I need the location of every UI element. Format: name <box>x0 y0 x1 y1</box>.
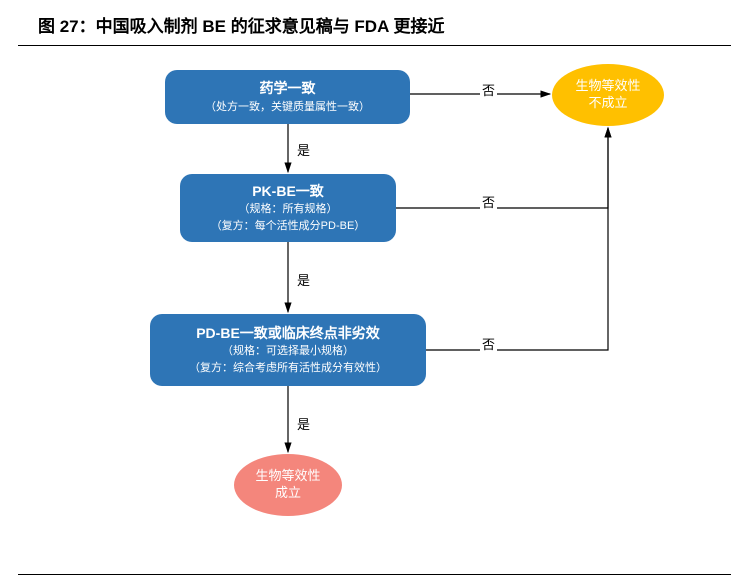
node-pass-line1: 生物等效性 <box>255 468 320 485</box>
edge-label-no-2: 否 <box>480 192 497 211</box>
figure-footer-rule <box>18 574 731 575</box>
edge-n2-fail <box>396 128 608 208</box>
node-fail-line2: 不成立 <box>588 95 627 112</box>
edge-label-yes-2: 是 <box>295 270 312 289</box>
node-fail-line1: 生物等效性 <box>575 78 640 95</box>
edge-label-yes-1: 是 <box>295 140 312 159</box>
figure-title: 图 27：中国吸入制剂 BE 的征求意见稿与 FDA 更接近 <box>38 12 711 37</box>
node-label-sub2: （复方：每个活性成分PD-BE） <box>211 218 366 235</box>
node-label-main: 药学一致 <box>260 79 316 99</box>
node-label-sub1: （规格：可选择最小规格） <box>222 343 354 360</box>
node-label-sub2: （复方：综合考虑所有活性成分有效性） <box>189 360 387 377</box>
node-label-sub1: （处方一致，关键质量属性一致） <box>205 99 370 116</box>
edge-label-no-1: 否 <box>480 80 497 99</box>
edge-label-yes-3: 是 <box>295 414 312 433</box>
node-pd-be: PD-BE一致或临床终点非劣效 （规格：可选择最小规格） （复方：综合考虑所有活… <box>150 314 426 386</box>
node-label-sub1: （规格：所有规格） <box>239 201 338 218</box>
node-fail: 生物等效性 不成立 <box>552 64 664 126</box>
node-pk-be: PK-BE一致 （规格：所有规格） （复方：每个活性成分PD-BE） <box>180 174 396 242</box>
node-label-main: PD-BE一致或临床终点非劣效 <box>196 324 380 344</box>
node-pharma-consistency: 药学一致 （处方一致，关键质量属性一致） <box>165 70 410 124</box>
edge-n3-fail <box>426 128 608 350</box>
figure-title-bar: 图 27：中国吸入制剂 BE 的征求意见稿与 FDA 更接近 <box>18 0 731 46</box>
flowchart-area: 药学一致 （处方一致，关键质量属性一致） PK-BE一致 （规格：所有规格） （… <box>0 46 749 576</box>
edge-label-no-3: 否 <box>480 334 497 353</box>
node-pass-line2: 成立 <box>275 485 301 502</box>
flowchart-arrows <box>0 46 749 576</box>
node-pass: 生物等效性 成立 <box>234 454 342 516</box>
node-label-main: PK-BE一致 <box>252 182 324 202</box>
